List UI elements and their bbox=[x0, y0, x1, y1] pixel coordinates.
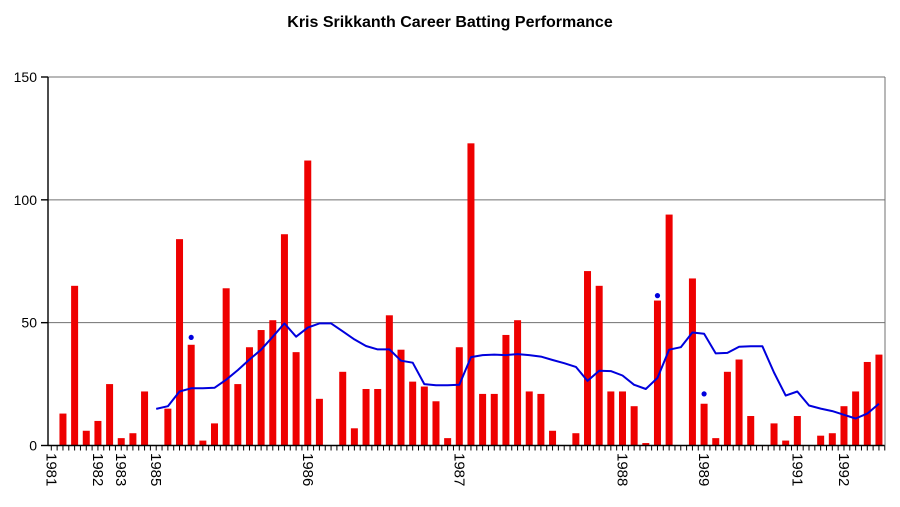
y-axis-label: 150 bbox=[14, 69, 38, 85]
innings-bar bbox=[245, 347, 253, 446]
innings-bar bbox=[712, 438, 720, 446]
innings-bar bbox=[817, 435, 825, 446]
innings-bar bbox=[304, 160, 312, 446]
innings-bar bbox=[514, 320, 522, 446]
x-year-label: 1988 bbox=[613, 453, 630, 486]
innings-bar bbox=[595, 285, 603, 446]
x-year-label: 1991 bbox=[788, 453, 805, 486]
x-year-label: 1985 bbox=[147, 453, 164, 486]
y-axis-label: 50 bbox=[21, 315, 37, 331]
innings-bar bbox=[863, 361, 871, 446]
innings-bar bbox=[234, 384, 242, 446]
innings-bar bbox=[350, 428, 358, 446]
not-out-marker-dot bbox=[188, 334, 194, 341]
not-out-marker-dot bbox=[701, 391, 707, 397]
innings-bar bbox=[735, 359, 743, 446]
innings-bar bbox=[94, 420, 102, 446]
innings-bar bbox=[222, 288, 230, 446]
innings-bar bbox=[117, 438, 125, 446]
innings-bar bbox=[840, 406, 848, 446]
innings-bar bbox=[618, 391, 626, 446]
y-axis-label: 0 bbox=[29, 438, 37, 454]
innings-bar bbox=[490, 393, 498, 446]
innings-bar bbox=[723, 371, 731, 446]
x-year-label: 1992 bbox=[835, 453, 852, 486]
innings-bar bbox=[828, 433, 836, 446]
chart-title: Kris Srikkanth Career Batting Performanc… bbox=[287, 14, 613, 31]
innings-bar bbox=[374, 388, 382, 446]
innings-bar bbox=[479, 393, 487, 446]
innings-bar bbox=[199, 440, 207, 446]
innings-bar bbox=[71, 285, 79, 446]
innings-bar bbox=[362, 388, 370, 446]
x-year-label: 1986 bbox=[299, 453, 316, 486]
innings-bar bbox=[397, 349, 405, 446]
innings-bar bbox=[653, 300, 661, 446]
innings-bar bbox=[688, 278, 696, 446]
innings-bar bbox=[537, 393, 545, 446]
innings-bar bbox=[747, 416, 755, 446]
innings-bar bbox=[700, 403, 708, 446]
innings-bar bbox=[385, 315, 393, 446]
innings-bar bbox=[210, 423, 218, 446]
innings-bar bbox=[467, 143, 475, 446]
innings-bar bbox=[420, 386, 428, 446]
innings-bar bbox=[187, 344, 195, 446]
innings-bar bbox=[875, 354, 883, 446]
innings-bar bbox=[409, 381, 417, 446]
innings-bar bbox=[793, 416, 801, 446]
innings-bar bbox=[59, 413, 67, 446]
y-axis-label: 100 bbox=[14, 192, 38, 208]
innings-bar bbox=[584, 271, 592, 446]
innings-bar bbox=[572, 433, 580, 446]
not-out-marker-dot bbox=[654, 293, 661, 299]
innings-bar bbox=[269, 320, 277, 446]
innings-bar bbox=[292, 352, 300, 446]
innings-bar bbox=[164, 408, 172, 446]
innings-bar bbox=[770, 423, 778, 446]
innings-bar bbox=[444, 438, 452, 446]
innings-bar bbox=[502, 334, 510, 446]
innings-bar bbox=[129, 433, 137, 446]
innings-bar bbox=[665, 214, 673, 446]
innings-bar bbox=[339, 371, 347, 446]
x-year-label: 1981 bbox=[42, 453, 59, 486]
innings-bar bbox=[455, 347, 463, 446]
innings-bar bbox=[280, 234, 288, 446]
running-average-line bbox=[155, 322, 880, 420]
x-year-label: 1982 bbox=[89, 453, 106, 486]
innings-bar bbox=[106, 384, 114, 446]
innings-bar bbox=[549, 430, 557, 446]
innings-bar bbox=[782, 440, 790, 446]
innings-bar bbox=[607, 391, 615, 446]
innings-bar bbox=[141, 391, 149, 446]
innings-bar bbox=[315, 398, 323, 446]
innings-bar bbox=[257, 330, 265, 446]
x-year-label: 1983 bbox=[112, 453, 129, 486]
x-year-label: 1989 bbox=[695, 453, 712, 486]
innings-bar bbox=[642, 443, 650, 446]
innings-bar bbox=[432, 401, 440, 446]
innings-bar bbox=[176, 239, 184, 446]
innings-bar bbox=[630, 406, 638, 446]
innings-bar bbox=[82, 430, 90, 446]
innings-bar bbox=[525, 391, 533, 446]
x-year-label: 1987 bbox=[450, 453, 467, 486]
